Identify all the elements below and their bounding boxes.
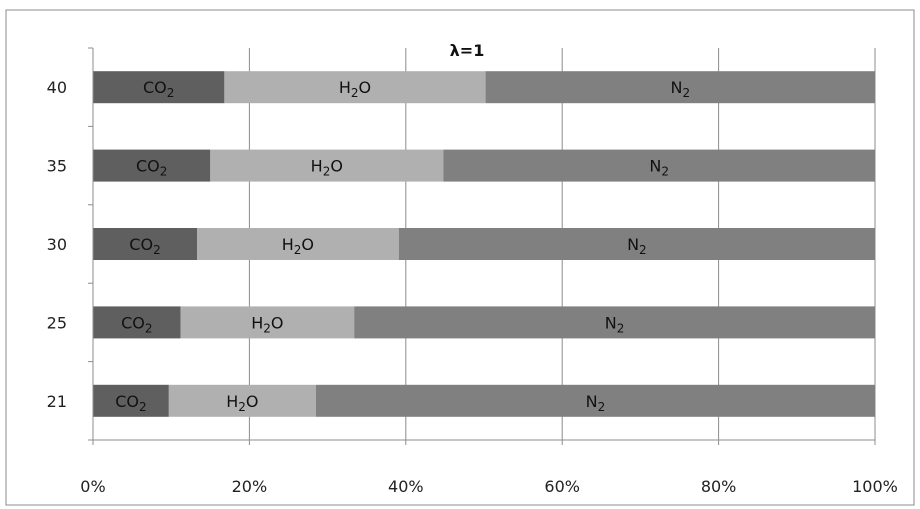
x-tick-label: 20% <box>232 477 268 496</box>
bar-segment-n2 <box>354 306 875 339</box>
bar-segment-n2 <box>443 149 875 182</box>
segment-label-h2o: H2O <box>251 313 283 335</box>
segment-label-h2o: H2O <box>339 78 371 100</box>
segment-label-co2: CO2 <box>143 78 174 100</box>
bar-segment-co2 <box>93 306 181 339</box>
bar-segment-h2o <box>197 228 399 260</box>
bar-segment-co2 <box>93 149 211 182</box>
x-tick-label: 0% <box>80 477 105 496</box>
segment-label-n2: N2 <box>627 235 647 257</box>
segment-label-co2: CO2 <box>129 235 160 257</box>
x-tick-label: 40% <box>388 477 424 496</box>
segment-label-n2: N2 <box>605 313 625 335</box>
segment-label-h2o: H2O <box>282 235 314 257</box>
segment-label-n2: N2 <box>670 78 690 100</box>
segment-label-co2: CO2 <box>136 157 167 179</box>
segment-label-co2: CO2 <box>121 313 152 335</box>
x-tick-label: 80% <box>701 477 737 496</box>
chart-title: λ=1 <box>450 41 485 60</box>
bar-segment-h2o <box>168 384 316 417</box>
segment-label-n2: N2 <box>586 392 606 414</box>
bar-segment-n2 <box>398 228 875 260</box>
y-tick-label: 30 <box>47 235 67 254</box>
x-tick-label: 60% <box>544 477 580 496</box>
y-tick-label: 40 <box>47 78 67 97</box>
bar-segment-co2 <box>93 228 198 260</box>
segment-label-h2o: H2O <box>311 157 343 179</box>
y-tick-label: 25 <box>47 313 67 332</box>
bar-segment-n2 <box>485 71 875 104</box>
bar-segment-n2 <box>315 384 875 417</box>
y-tick-label: 21 <box>47 392 67 411</box>
bar-segment-h2o <box>180 306 355 339</box>
y-tick-label: 35 <box>47 157 67 176</box>
bar-segment-h2o <box>210 149 444 182</box>
segment-label-h2o: H2O <box>226 392 258 414</box>
bar-segment-co2 <box>93 71 225 104</box>
bars-layer: CO2 H2O N2 CO2 H2O N2 CO2 H2O N2 CO2 H2O N2 CO2 H2O N2 <box>93 71 875 417</box>
x-tick-label: 100% <box>852 477 898 496</box>
bar-segment-co2 <box>93 384 169 417</box>
bar-segment-h2o <box>224 71 486 104</box>
segment-label-n2: N2 <box>649 157 669 179</box>
segment-label-co2: CO2 <box>115 392 146 414</box>
axes-layer: 0% 20% 40% 60% 80% 100% 21 25 30 35 40 <box>47 47 898 496</box>
